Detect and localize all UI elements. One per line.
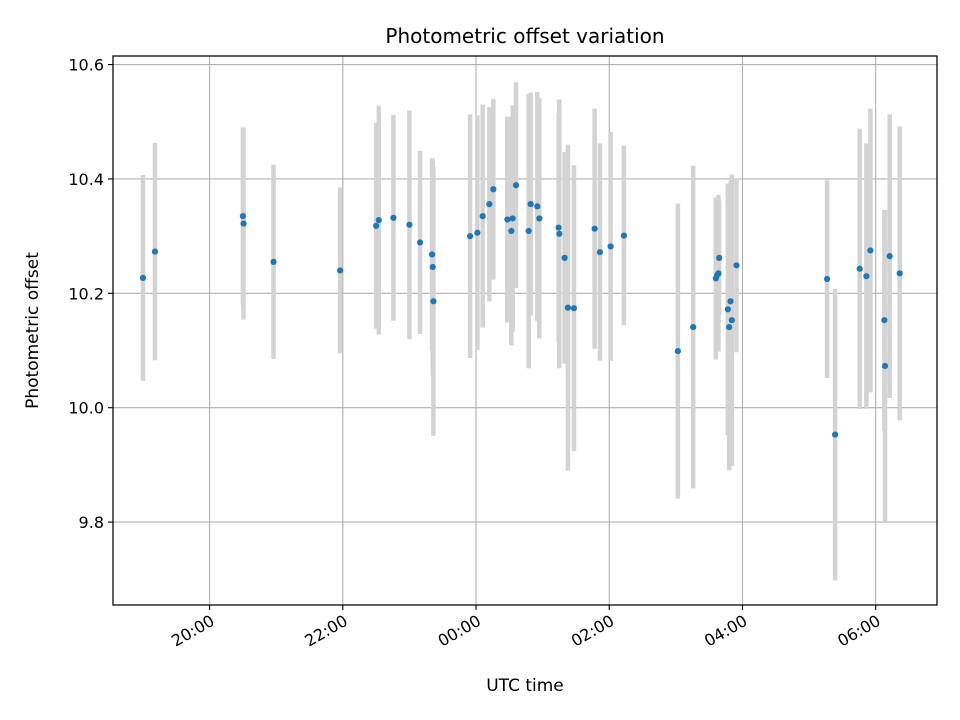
x-axis-title: UTC time [486, 676, 564, 696]
data-point [881, 362, 889, 370]
data-point [856, 265, 863, 272]
data-point [863, 273, 870, 280]
data-points [139, 182, 903, 438]
data-point [428, 251, 436, 258]
y-tick-label: 10.4 [68, 170, 104, 189]
data-point [512, 182, 520, 189]
y-tick-label: 10.0 [68, 399, 104, 418]
data-point [466, 233, 474, 240]
data-point [561, 254, 568, 261]
data-point [534, 203, 541, 210]
data-point [591, 225, 598, 232]
data-point [139, 274, 147, 281]
data-point [607, 243, 614, 250]
data-point [896, 270, 903, 277]
plot-area-frame [112, 55, 938, 606]
data-point [690, 323, 697, 331]
data-point [724, 306, 731, 313]
data-point [733, 262, 740, 269]
data-point [881, 317, 888, 324]
data-point [240, 220, 247, 227]
data-point [375, 217, 382, 224]
y-tick-label: 10.2 [68, 284, 104, 303]
y-axis-ticks: 9.8 10.0 10.2 10.4 10.6 [68, 56, 113, 532]
data-point [337, 267, 344, 274]
data-point [490, 186, 497, 193]
data-point [726, 323, 733, 331]
data-point [151, 248, 159, 255]
data-point [886, 253, 893, 260]
data-point [270, 258, 277, 265]
data-point [556, 230, 563, 237]
data-point [239, 213, 246, 220]
data-point [715, 270, 722, 277]
data-point [416, 239, 424, 246]
data-point [390, 214, 397, 221]
data-point [525, 227, 532, 235]
data-point [620, 232, 628, 239]
data-point [527, 201, 534, 208]
data-point [727, 298, 734, 305]
data-point [570, 305, 578, 312]
data-point [716, 254, 723, 261]
chart-title: Photometric offset variation [385, 24, 664, 48]
data-point [823, 275, 831, 283]
data-point [867, 247, 874, 254]
data-point [486, 201, 493, 208]
data-point [728, 317, 735, 324]
data-point [373, 222, 380, 229]
data-point [508, 227, 515, 235]
data-point [596, 249, 604, 256]
data-point [504, 216, 511, 223]
data-point [406, 221, 413, 228]
data-point [429, 263, 436, 271]
data-point [509, 215, 516, 222]
y-tick-label: 10.6 [68, 56, 104, 75]
data-point [674, 347, 681, 355]
y-axis-title: Photometric offset [23, 252, 43, 409]
data-point [831, 431, 839, 438]
data-point [564, 304, 572, 311]
data-point [536, 215, 543, 222]
data-point [555, 224, 562, 231]
y-tick-label: 9.8 [79, 513, 104, 532]
data-point [430, 298, 437, 305]
data-point [479, 213, 486, 220]
data-point [474, 229, 481, 236]
